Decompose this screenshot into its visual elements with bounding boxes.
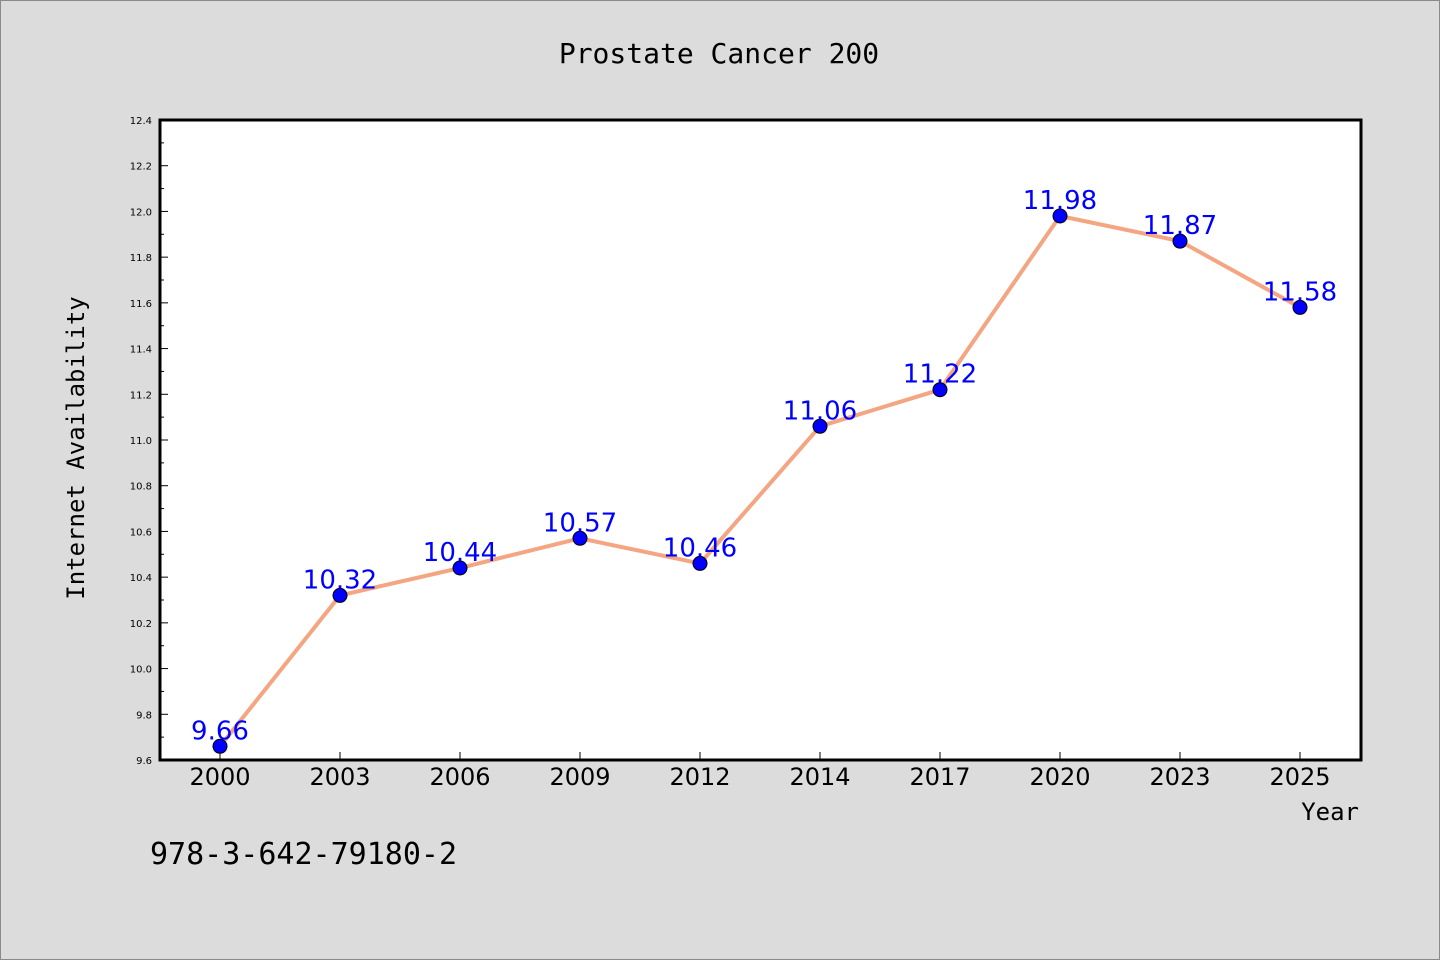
y-tick-label: 11.4 <box>130 345 152 356</box>
data-label: 10.44 <box>423 538 497 568</box>
y-axis: 9.6 9.8 10.0 10.2 10.4 10.6 10.8 11.0 11.2 11.4 11… <box>130 116 168 767</box>
data-label: 9.66 <box>191 716 249 746</box>
y-tick-label: 12.0 <box>130 207 152 218</box>
data-labels: 9.66 10.32 10.44 10.57 10.46 11.06 11.22 11.98 1… <box>191 186 1337 746</box>
y-tick-label: 10.2 <box>130 619 152 630</box>
y-tick-label: 10.8 <box>130 482 152 493</box>
data-label: 11.22 <box>903 360 977 390</box>
data-point <box>932 382 948 398</box>
data-label: 10.32 <box>303 565 377 595</box>
data-point <box>212 738 228 754</box>
y-tick-label: 9.6 <box>136 756 152 767</box>
y-tick-label: 12.2 <box>130 162 152 173</box>
series-path <box>218 214 1301 748</box>
x-tick-label: 2014 <box>789 763 850 791</box>
y-tick-label: 10.6 <box>130 527 152 538</box>
x-tick-label: 2000 <box>189 763 250 791</box>
footnote-text: 978-3-642-79180-2 <box>150 837 457 872</box>
series-line <box>218 214 1301 748</box>
y-tick-label: 9.8 <box>136 710 152 721</box>
y-tick-label: 10.4 <box>130 573 152 584</box>
data-point <box>452 560 468 576</box>
series-markers <box>212 208 1308 754</box>
y-axis-label: Internet Availability <box>62 296 90 599</box>
data-point <box>1172 233 1188 249</box>
data-label: 10.57 <box>543 508 617 538</box>
data-label: 11.58 <box>1263 277 1337 307</box>
x-tick-label: 2012 <box>669 763 730 791</box>
y-tick-label: 11.0 <box>130 436 152 447</box>
x-tick-label: 2020 <box>1029 763 1090 791</box>
data-point <box>692 555 708 571</box>
data-label: 11.98 <box>1023 186 1097 216</box>
x-tick-label: 2023 <box>1149 763 1210 791</box>
x-axis: 2000 2003 2006 2009 2012 2014 2017 2020 2023 2025 <box>189 752 1331 791</box>
y-tick-label: 11.8 <box>130 253 152 264</box>
data-point <box>332 587 348 603</box>
data-point <box>1052 208 1068 224</box>
data-point <box>1292 299 1308 315</box>
y-tick-label: 12.4 <box>130 116 152 127</box>
data-label: 10.46 <box>663 533 737 563</box>
x-tick-label: 2025 <box>1269 763 1330 791</box>
y-tick-label: 11.6 <box>130 299 152 310</box>
x-axis-label: Year <box>1301 798 1359 826</box>
x-tick-label: 2009 <box>549 763 610 791</box>
y-tick-label: 10.0 <box>130 665 152 676</box>
y-tick-label: 11.2 <box>130 390 152 401</box>
data-point <box>572 530 588 546</box>
chart-title: Prostate Cancer 200 <box>559 37 879 70</box>
x-tick-label: 2017 <box>909 763 970 791</box>
data-label: 11.06 <box>783 396 857 426</box>
x-tick-label: 2006 <box>429 763 490 791</box>
plot-area <box>158 118 1363 762</box>
data-point <box>812 418 828 434</box>
x-tick-label: 2003 <box>309 763 370 791</box>
data-label: 11.87 <box>1143 211 1217 241</box>
